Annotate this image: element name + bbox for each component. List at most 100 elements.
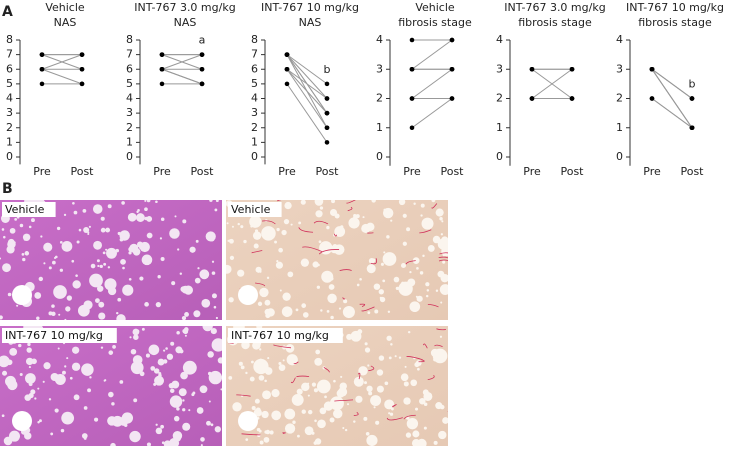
vacuole xyxy=(370,395,381,406)
vacuole xyxy=(156,428,163,435)
y-tick-label: 3 xyxy=(616,62,623,75)
vacuole xyxy=(330,209,337,216)
vacuole xyxy=(104,380,106,382)
vacuole xyxy=(77,240,80,243)
vacuole xyxy=(441,236,448,243)
vacuole xyxy=(197,267,199,269)
y-tick-label: 5 xyxy=(251,77,258,90)
y-tick-label: 2 xyxy=(376,92,383,105)
vacuole xyxy=(8,293,12,297)
vacuole xyxy=(72,347,79,354)
vacuole xyxy=(53,285,67,299)
vacuole xyxy=(416,296,418,298)
vacuole xyxy=(120,259,126,265)
vacuole xyxy=(334,226,345,237)
vacuole xyxy=(436,209,444,217)
vacuole xyxy=(129,431,140,442)
y-tick-label: 0 xyxy=(616,150,623,163)
vacuole xyxy=(193,310,200,317)
vacuole xyxy=(211,328,217,334)
y-tick-label: 3 xyxy=(376,62,383,75)
vacuole xyxy=(9,431,20,442)
vacuole xyxy=(406,432,411,437)
vacuole xyxy=(72,202,75,205)
vessel xyxy=(12,285,32,305)
vacuole xyxy=(8,239,15,246)
vacuole xyxy=(183,329,188,334)
vacuole xyxy=(259,430,262,433)
chart-subtitle: NAS xyxy=(54,16,77,29)
vacuole xyxy=(262,390,271,399)
vacuole xyxy=(270,430,274,434)
vacuole xyxy=(179,388,187,396)
vacuole xyxy=(417,368,420,371)
vacuole xyxy=(171,281,175,285)
vacuole xyxy=(250,225,252,227)
y-tick-label: 0 xyxy=(496,150,503,163)
vacuole xyxy=(37,388,39,390)
vacuole xyxy=(354,377,364,387)
vacuole xyxy=(440,284,451,295)
y-tick-label: 7 xyxy=(126,48,133,61)
vacuole xyxy=(305,426,314,435)
vacuole xyxy=(207,351,214,358)
vacuole xyxy=(258,302,262,306)
vacuole xyxy=(441,220,443,222)
vacuole xyxy=(363,417,367,421)
vacuole xyxy=(176,331,180,335)
vacuole xyxy=(321,271,333,283)
y-tick-label: 5 xyxy=(126,77,133,90)
vacuole xyxy=(60,241,63,244)
vacuole xyxy=(66,357,68,359)
vacuole xyxy=(136,211,138,213)
vacuole xyxy=(197,407,204,414)
point xyxy=(450,38,455,43)
vacuole xyxy=(421,204,425,208)
vacuole xyxy=(29,382,33,386)
x-tick-label: Pre xyxy=(278,165,296,178)
vacuole xyxy=(357,329,362,334)
vacuole xyxy=(128,251,131,254)
vacuole xyxy=(241,365,245,369)
vacuole xyxy=(330,418,335,423)
vacuole xyxy=(108,266,110,268)
vacuole xyxy=(144,207,148,211)
vacuole xyxy=(317,286,320,289)
vacuole xyxy=(292,421,295,424)
vacuole xyxy=(129,336,131,338)
vacuole xyxy=(285,423,295,433)
vacuole xyxy=(81,363,93,375)
vacuole xyxy=(65,306,70,311)
vacuole xyxy=(51,373,59,381)
vacuole xyxy=(282,292,290,300)
vacuole xyxy=(60,269,63,272)
panel-label: A xyxy=(2,4,13,20)
vacuole xyxy=(93,241,102,250)
vacuole xyxy=(250,377,255,382)
vacuole xyxy=(64,365,66,367)
vacuole xyxy=(117,298,121,302)
vacuole xyxy=(108,204,112,208)
x-tick-label: Pre xyxy=(523,165,541,178)
vacuole xyxy=(26,358,33,365)
vacuole xyxy=(298,222,301,225)
chart-subtitle: NAS xyxy=(174,16,197,29)
vacuole xyxy=(332,244,337,249)
vacuole xyxy=(440,336,442,338)
vacuole xyxy=(50,433,53,436)
vacuole xyxy=(229,239,232,242)
vacuole xyxy=(58,314,60,316)
vacuole xyxy=(131,361,144,374)
vacuole xyxy=(302,410,306,414)
vacuole xyxy=(212,271,216,275)
vacuole xyxy=(70,377,73,380)
point xyxy=(285,67,290,72)
vacuole xyxy=(230,256,234,260)
vacuole xyxy=(238,223,240,225)
vacuole xyxy=(367,264,376,273)
vacuole xyxy=(136,213,145,222)
vacuole xyxy=(49,266,52,269)
vessel xyxy=(12,411,32,431)
vacuole xyxy=(320,206,323,209)
vacuole xyxy=(95,298,100,303)
